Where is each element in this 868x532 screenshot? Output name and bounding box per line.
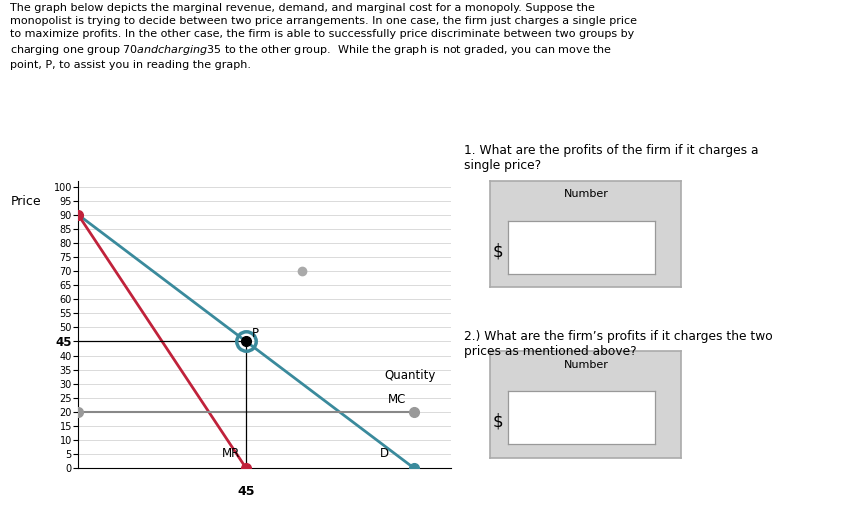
Text: MC: MC <box>388 393 406 406</box>
Text: Quantity: Quantity <box>385 369 436 382</box>
Text: $: $ <box>493 242 503 260</box>
Text: 45: 45 <box>237 485 255 498</box>
Text: $: $ <box>493 412 503 430</box>
Text: Number: Number <box>563 360 608 370</box>
Text: MR: MR <box>222 447 240 460</box>
Text: 1. What are the profits of the firm if it charges a
single price?: 1. What are the profits of the firm if i… <box>464 144 759 172</box>
Text: The graph below depicts the marginal revenue, demand, and marginal cost for a mo: The graph below depicts the marginal rev… <box>10 3 637 70</box>
Text: Number: Number <box>563 189 608 200</box>
Text: D: D <box>379 447 389 460</box>
Text: P: P <box>252 327 259 340</box>
Text: Price: Price <box>11 195 42 208</box>
Text: 2.) What are the firm’s profits if it charges the two
prices as mentioned above?: 2.) What are the firm’s profits if it ch… <box>464 330 773 358</box>
